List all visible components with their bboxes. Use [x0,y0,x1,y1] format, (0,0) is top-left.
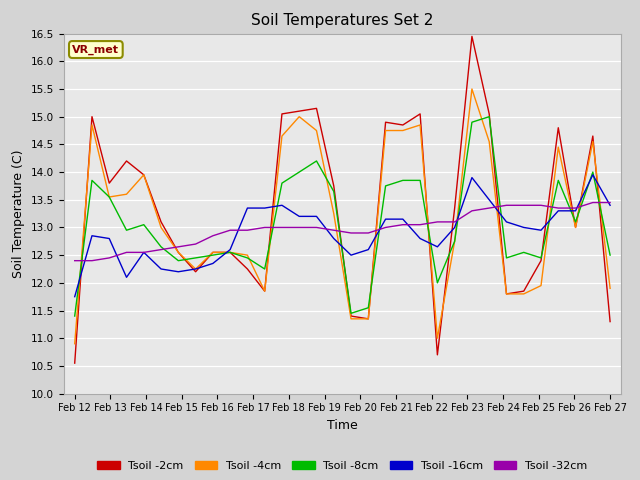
X-axis label: Time: Time [327,419,358,432]
Legend: Tsoil -2cm, Tsoil -4cm, Tsoil -8cm, Tsoil -16cm, Tsoil -32cm: Tsoil -2cm, Tsoil -4cm, Tsoil -8cm, Tsoi… [93,457,592,476]
Title: Soil Temperatures Set 2: Soil Temperatures Set 2 [252,13,433,28]
Text: VR_met: VR_met [72,44,119,55]
Y-axis label: Soil Temperature (C): Soil Temperature (C) [12,149,26,278]
